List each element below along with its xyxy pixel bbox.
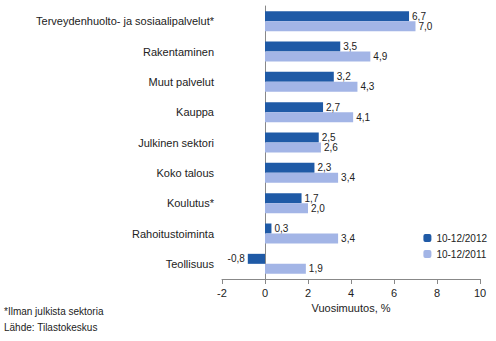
svg-text:Rakentaminen: Rakentaminen: [143, 46, 214, 58]
svg-text:-0,8: -0,8: [228, 253, 246, 264]
svg-text:6,7: 6,7: [412, 10, 426, 22]
svg-text:4: 4: [348, 287, 354, 299]
svg-text:1,7: 1,7: [304, 192, 319, 204]
svg-text:Koulutus*: Koulutus*: [167, 197, 215, 209]
svg-text:4,1: 4,1: [356, 112, 370, 123]
svg-text:Lähde: Tilastokeskus: Lähde: Tilastokeskus: [4, 322, 97, 333]
svg-text:4,3: 4,3: [360, 81, 374, 92]
svg-text:Julkinen sektori: Julkinen sektori: [138, 137, 214, 149]
svg-text:3,5: 3,5: [343, 41, 357, 52]
svg-text:3,4: 3,4: [341, 233, 355, 244]
svg-text:Terveydenhuolto- ja sosiaalipa: Terveydenhuolto- ja sosiaalipalvelut*: [36, 15, 215, 27]
svg-text:3,4: 3,4: [341, 172, 355, 183]
svg-text:-2: -2: [217, 287, 227, 299]
svg-text:10: 10: [474, 287, 486, 299]
svg-text:3,2: 3,2: [337, 71, 351, 82]
svg-text:*Ilman julkista sektoria: *Ilman julkista sektoria: [4, 306, 104, 317]
svg-text:2,3: 2,3: [317, 162, 331, 173]
svg-text:Koko talous: Koko talous: [157, 167, 215, 179]
svg-text:0: 0: [262, 287, 268, 299]
svg-text:Teollisuus: Teollisuus: [166, 258, 215, 270]
svg-text:10-12/2012: 10-12/2012: [436, 233, 487, 244]
svg-text:Kauppa: Kauppa: [176, 106, 215, 118]
svg-text:1,9: 1,9: [309, 263, 323, 274]
svg-text:7,0: 7,0: [419, 21, 433, 32]
svg-text:10-12/2011: 10-12/2011: [436, 249, 486, 260]
svg-text:2,7: 2,7: [326, 102, 340, 113]
svg-text:2,5: 2,5: [321, 132, 336, 143]
svg-text:2,0: 2,0: [311, 203, 325, 214]
svg-text:Rahoitustoiminta: Rahoitustoiminta: [132, 228, 215, 240]
svg-text:8: 8: [434, 287, 440, 299]
svg-text:6: 6: [391, 287, 397, 299]
svg-text:Vuosimuutos, %: Vuosimuutos, %: [311, 302, 390, 314]
svg-text:0,3: 0,3: [274, 223, 288, 234]
svg-text:4,9: 4,9: [373, 51, 387, 62]
svg-text:2: 2: [305, 287, 311, 299]
svg-text:Muut palvelut: Muut palvelut: [149, 76, 214, 88]
svg-text:2,6: 2,6: [324, 142, 338, 153]
